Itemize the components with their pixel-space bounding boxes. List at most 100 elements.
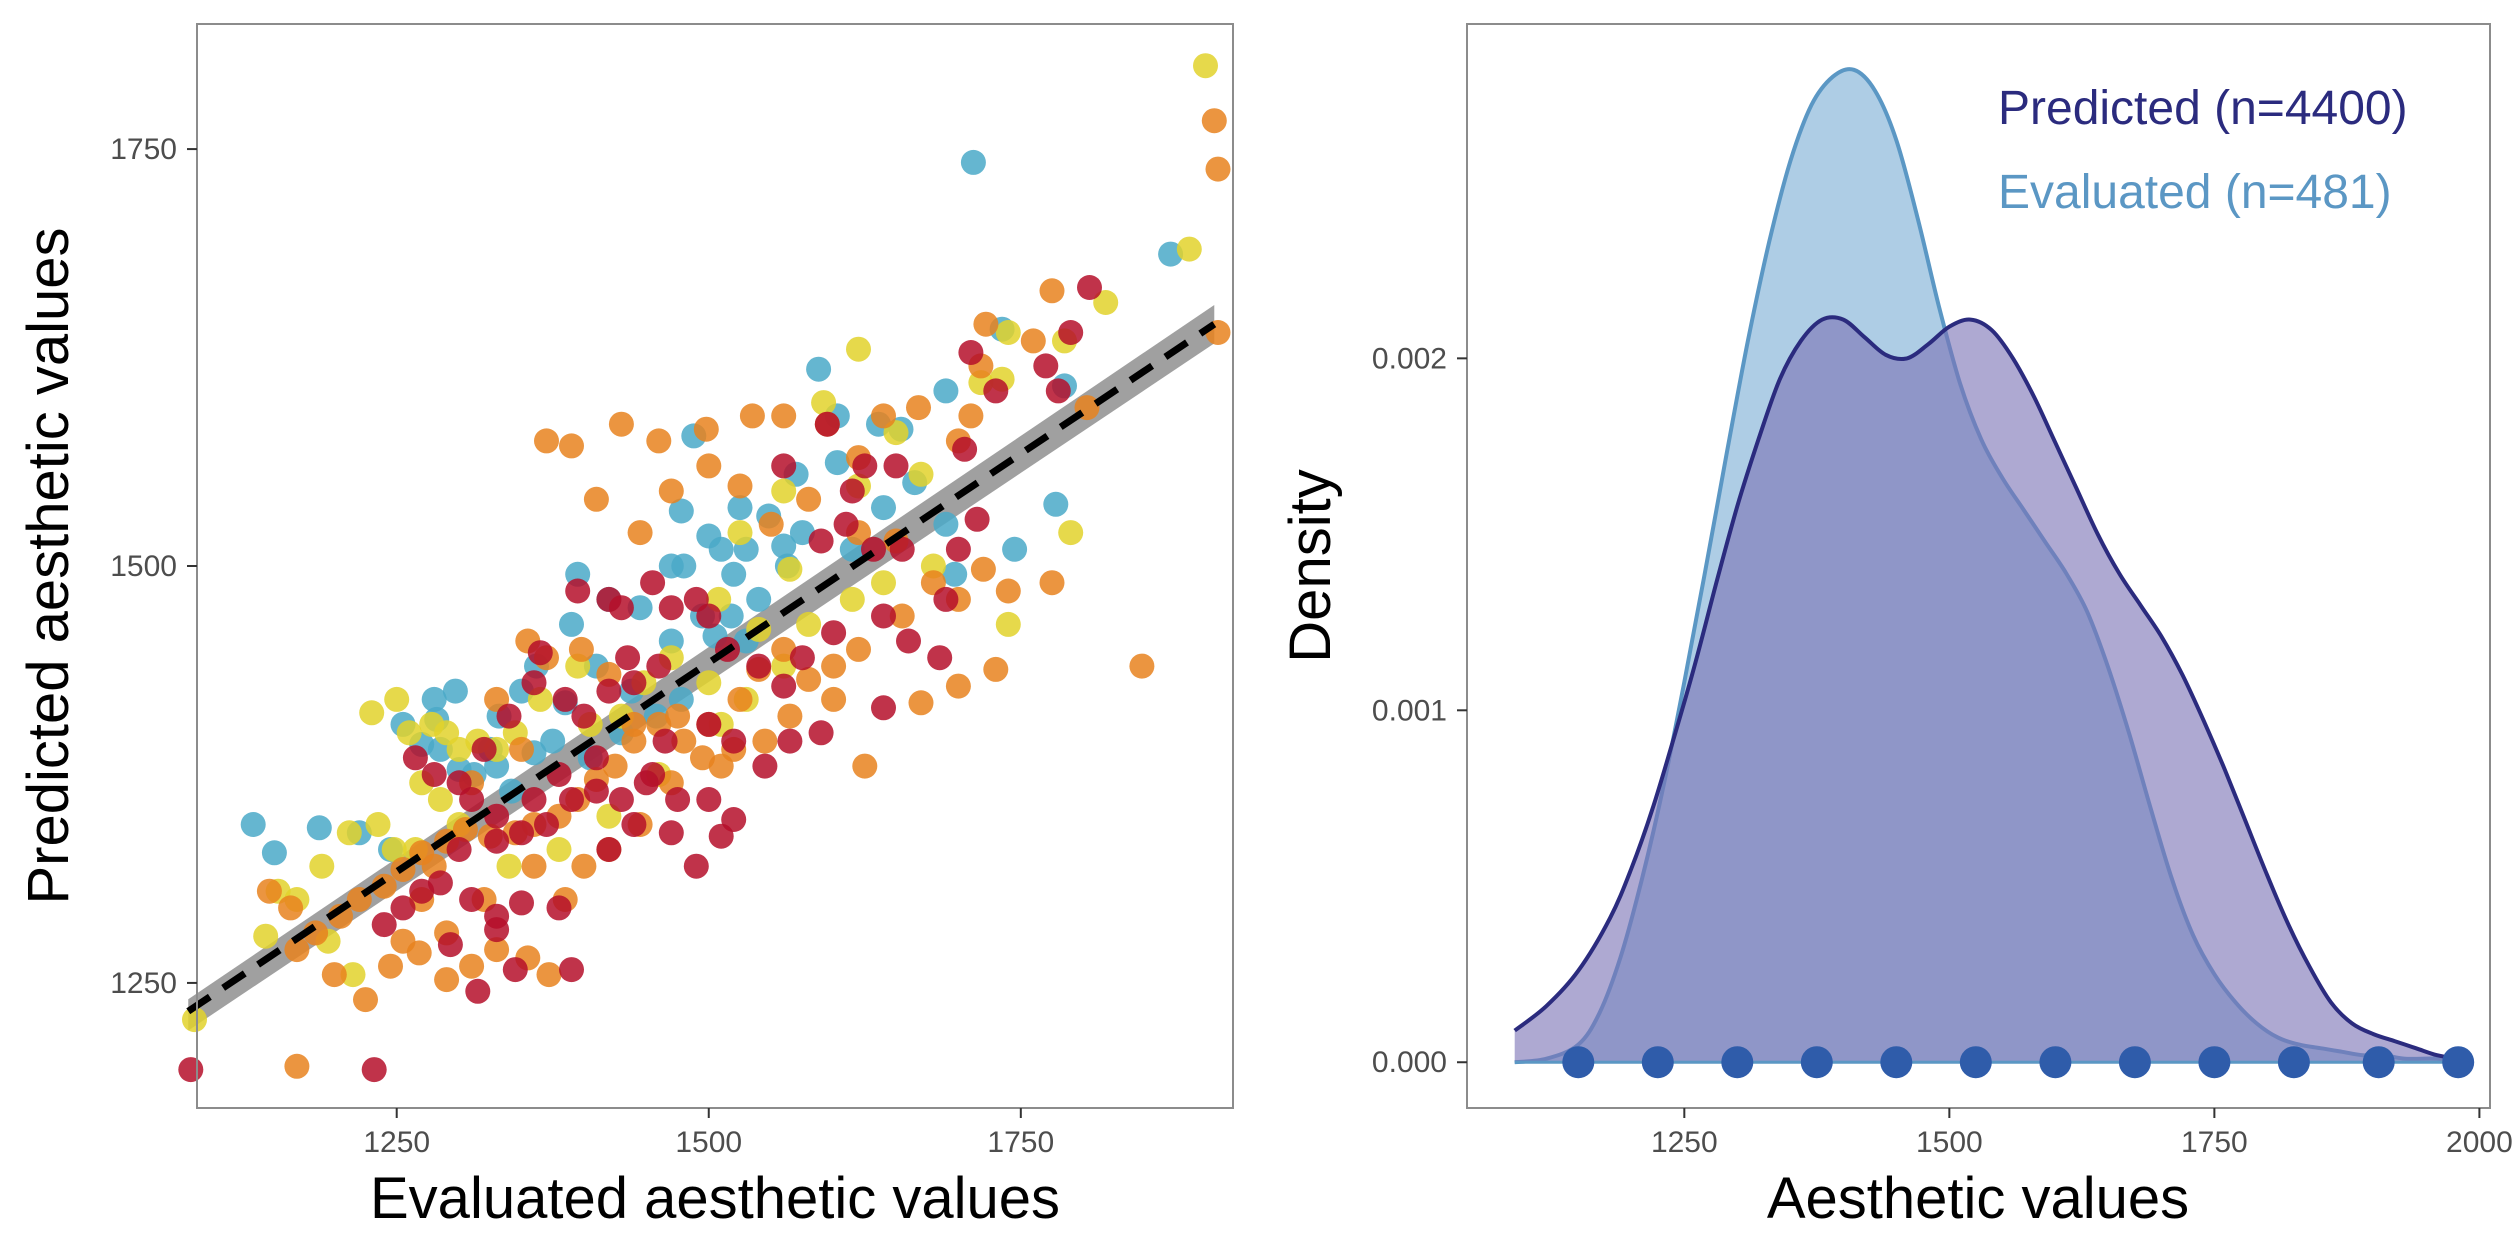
scatter-x-axis-title: Evaluated aesthetic values	[370, 1166, 1060, 1231]
scatter-point	[906, 395, 931, 421]
rug-point	[1959, 1046, 1992, 1079]
scatter-point	[1158, 241, 1184, 267]
scatter-point	[777, 556, 803, 582]
scatter-point	[658, 820, 684, 846]
scatter-point	[559, 433, 584, 459]
scatter-point	[852, 453, 878, 479]
scatter-point	[871, 603, 896, 629]
scatter-point	[571, 703, 597, 729]
scatter-point	[852, 753, 878, 779]
scatter-point	[696, 670, 722, 696]
scatter-point	[777, 728, 803, 754]
scatter-y-tick-label: 1750	[110, 133, 177, 166]
scatter-point	[908, 690, 934, 716]
scatter-point	[721, 561, 747, 587]
scatter-point	[427, 870, 453, 896]
density-y-tick-label: 0.000	[1372, 1046, 1447, 1079]
scatter-point	[693, 416, 719, 442]
scatter-point	[952, 436, 978, 462]
scatter-point	[833, 511, 859, 537]
scatter-point	[796, 666, 822, 692]
scatter-point	[958, 340, 984, 365]
density-x-tick-label: 1250	[1651, 1126, 1718, 1159]
scatter-point	[771, 453, 797, 479]
scatter-point	[690, 745, 715, 771]
scatter-point	[381, 837, 407, 862]
scatter-point	[839, 586, 865, 612]
scatter-point	[421, 686, 447, 712]
scatter-point	[871, 495, 896, 521]
scatter-point	[284, 1053, 310, 1079]
scatter-point	[627, 595, 653, 621]
scatter-point	[821, 686, 847, 712]
scatter-point	[309, 853, 335, 879]
scatter-point	[365, 812, 391, 837]
scatter-point	[646, 653, 672, 679]
scatter-point	[621, 670, 647, 696]
scatter-point	[284, 937, 310, 963]
scatter-point	[814, 411, 840, 437]
scatter-point	[960, 149, 986, 175]
scatter-point	[396, 720, 422, 746]
rug-point	[2362, 1046, 2395, 1079]
scatter-point	[1039, 570, 1065, 596]
scatter-point	[839, 478, 865, 504]
scatter-point	[419, 711, 445, 737]
density-rug-layer	[1562, 1046, 2475, 1079]
scatter-point	[521, 670, 547, 696]
rug-point	[1562, 1046, 1595, 1079]
density-x-axis-title: Aesthetic values	[1767, 1166, 2189, 1231]
scatter-point	[640, 570, 666, 596]
scatter-point	[808, 528, 834, 554]
scatter-point	[846, 336, 871, 362]
scatter-ticks: 1250 1500 1750 1250 1500 1750	[110, 133, 1054, 1159]
scatter-point	[253, 923, 279, 949]
scatter-point	[390, 928, 416, 954]
scatter-point	[683, 586, 709, 612]
fit-line	[186, 321, 1217, 1015]
scatter-point	[708, 536, 734, 562]
scatter-point	[442, 678, 468, 704]
scatter-point	[671, 553, 697, 579]
scatter-point	[521, 853, 547, 879]
scatter-point	[552, 686, 578, 712]
scatter-point	[565, 578, 591, 604]
scatter-point	[484, 937, 510, 963]
scatter-point	[409, 878, 435, 904]
scatter-point	[995, 578, 1021, 604]
scatter-point	[602, 753, 628, 779]
scatter-point	[777, 703, 803, 729]
scatter-point	[509, 820, 534, 846]
scatter-point	[945, 673, 971, 699]
scatter-point	[534, 812, 559, 837]
scatter-point	[1058, 520, 1084, 546]
scatter-point	[752, 753, 778, 779]
scatter-point	[256, 878, 282, 904]
scatter-point	[883, 453, 909, 479]
scatter-point	[615, 645, 641, 671]
scatter-point	[509, 890, 534, 916]
scatter-point	[652, 728, 678, 754]
scatter-point	[608, 411, 634, 437]
scatter-y-axis-title: Predicted aesthetic values	[16, 227, 81, 904]
density-panel: 1250 1500 1750 2000 0.000 0.001 0.002 Aestheti…	[1278, 23, 2513, 1231]
scatter-point	[927, 645, 953, 671]
scatter-point	[384, 686, 410, 712]
scatter-point	[658, 595, 684, 621]
scatter-point	[261, 840, 287, 866]
scatter-point	[527, 640, 553, 666]
scatter-point	[746, 653, 772, 679]
scatter-point	[824, 450, 850, 476]
scatter-point	[353, 987, 378, 1013]
scatter-point	[789, 645, 815, 671]
rug-point	[1800, 1046, 1833, 1079]
scatter-point	[746, 586, 772, 612]
rug-point	[1880, 1046, 1913, 1079]
scatter-point	[278, 895, 304, 921]
density-area-predicted	[1514, 317, 2459, 1063]
scatter-point	[371, 873, 397, 899]
fit-line-layer	[186, 321, 1217, 1015]
scatter-point	[378, 953, 403, 979]
scatter-point	[983, 656, 1009, 682]
scatter-point	[708, 753, 734, 779]
